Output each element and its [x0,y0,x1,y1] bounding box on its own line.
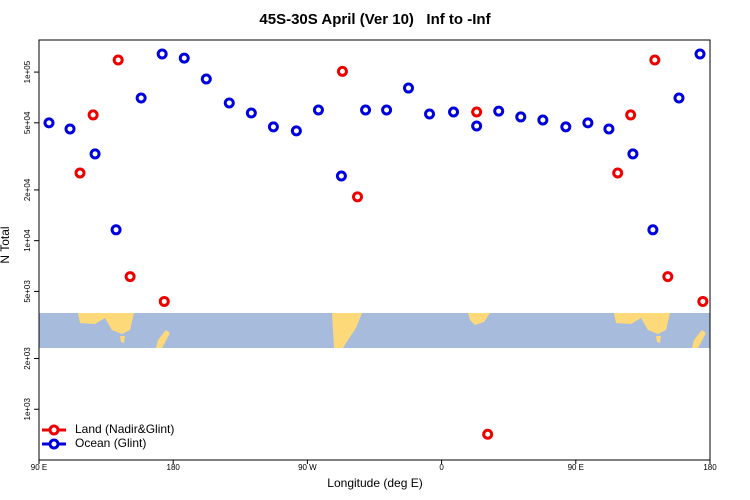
x-axis-label: Longitude (deg E) [327,476,422,490]
point [74,167,86,179]
point [267,121,279,133]
point [515,111,527,123]
chart-title: 45S-30S April (Ver 10) Inf to -Inf [259,11,491,28]
land-shape [614,313,670,334]
point [64,123,76,135]
point [245,107,257,119]
point [135,92,147,104]
legend: Land (Nadir&Glint)Ocean (Glint) [42,422,174,450]
point [625,109,637,121]
point [290,125,302,137]
point [537,114,549,126]
point [336,65,348,77]
y-tick-label: 5e+03 [23,280,32,303]
point [178,52,190,64]
land-shape [156,330,170,348]
ocean-band [39,313,710,348]
x-tick-label: 0 [439,463,444,472]
point [124,271,136,283]
point [158,295,170,307]
land-shape [120,336,125,343]
point [493,105,505,117]
point [673,92,685,104]
point [360,104,372,116]
point [662,271,674,283]
x-tick-label: 90 E [31,463,47,472]
point [43,117,55,129]
land-shape [468,313,490,325]
x-tick-label: 180 [703,463,717,472]
point [402,82,414,94]
point [694,48,706,60]
point [627,148,639,160]
land-shape [656,336,661,343]
y-tick-label: 5e+04 [23,111,32,134]
y-tick-label: 2e+04 [23,178,32,201]
x-tick-label: 90 E [568,463,584,472]
y-tick-label: 1e+05 [23,60,32,83]
point [482,428,494,440]
point [603,123,615,135]
land-shape [692,330,706,348]
point [448,106,460,118]
point [649,54,661,66]
point [612,167,624,179]
y-tick-label: 2e+03 [23,347,32,370]
point [89,148,101,160]
y-axis-label: N Total [0,226,12,263]
legend-marker [48,438,60,450]
point [200,73,212,85]
point [647,224,659,236]
plot-frame [38,39,711,461]
y-tick-label: 1e+04 [23,229,32,252]
point [582,117,594,129]
point [697,295,709,307]
point [352,191,364,203]
map-band [39,313,710,348]
point [335,170,347,182]
point [424,108,436,120]
point [87,109,99,121]
legend-marker [48,424,60,436]
point [312,104,324,116]
point [112,54,124,66]
point [156,48,168,60]
y-tick-label: 1e+03 [23,397,32,420]
point [381,104,393,116]
x-tick-label: 90 W [298,463,317,472]
point [110,224,122,236]
x-tick-label: 180 [167,463,181,472]
land-shape [332,313,362,348]
point [560,121,572,133]
point [471,106,483,118]
point [471,120,483,132]
point [223,97,235,109]
legend-label: Land (Nadir&Glint) [75,422,174,436]
legend-label: Ocean (Glint) [75,436,146,450]
land-shape [78,313,134,334]
